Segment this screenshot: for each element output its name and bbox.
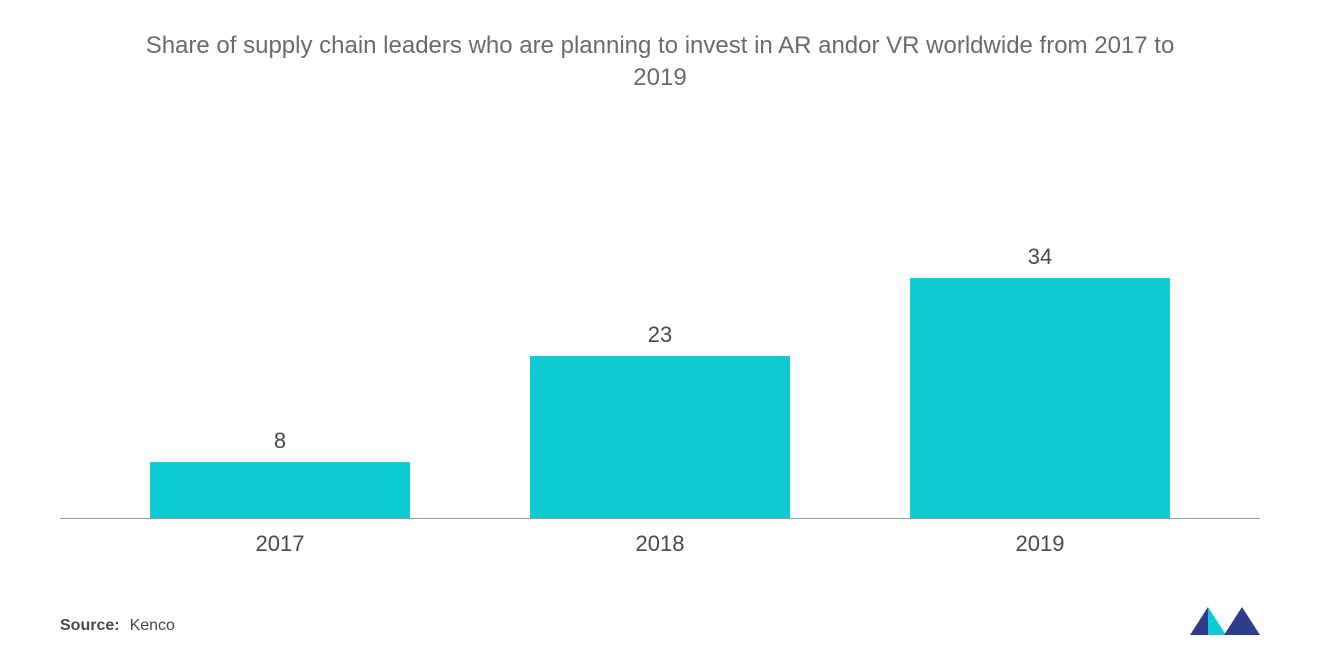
bar-1 <box>530 356 790 518</box>
bar-group-0: 8 <box>109 428 451 518</box>
chart-footer: Source: Kenco <box>60 557 1260 635</box>
x-axis-label: 2017 <box>109 531 451 557</box>
chart-title: Share of supply chain leaders who are pl… <box>60 30 1260 95</box>
logo-triangle-3 <box>1224 607 1242 635</box>
source-label: Source: <box>60 617 120 635</box>
chart-container: Share of supply chain leaders who are pl… <box>0 0 1320 665</box>
bar-0 <box>150 462 410 518</box>
source-attribution: Source: Kenco <box>60 617 175 635</box>
bar-group-1: 23 <box>489 322 831 518</box>
bar-value-label: 34 <box>1028 244 1052 270</box>
bar-2 <box>910 278 1170 518</box>
x-axis-label: 2019 <box>869 531 1211 557</box>
bar-value-label: 8 <box>274 428 286 454</box>
logo-triangle-1 <box>1190 607 1208 635</box>
bar-value-label: 23 <box>648 322 672 348</box>
brand-logo-icon <box>1190 607 1260 635</box>
chart-plot-area: 8 23 34 <box>60 105 1260 519</box>
source-value: Kenco <box>130 617 175 635</box>
x-axis: 2017 2018 2019 <box>60 519 1260 557</box>
x-axis-label: 2018 <box>489 531 831 557</box>
logo-triangle-4 <box>1242 607 1260 635</box>
bar-group-2: 34 <box>869 244 1211 518</box>
